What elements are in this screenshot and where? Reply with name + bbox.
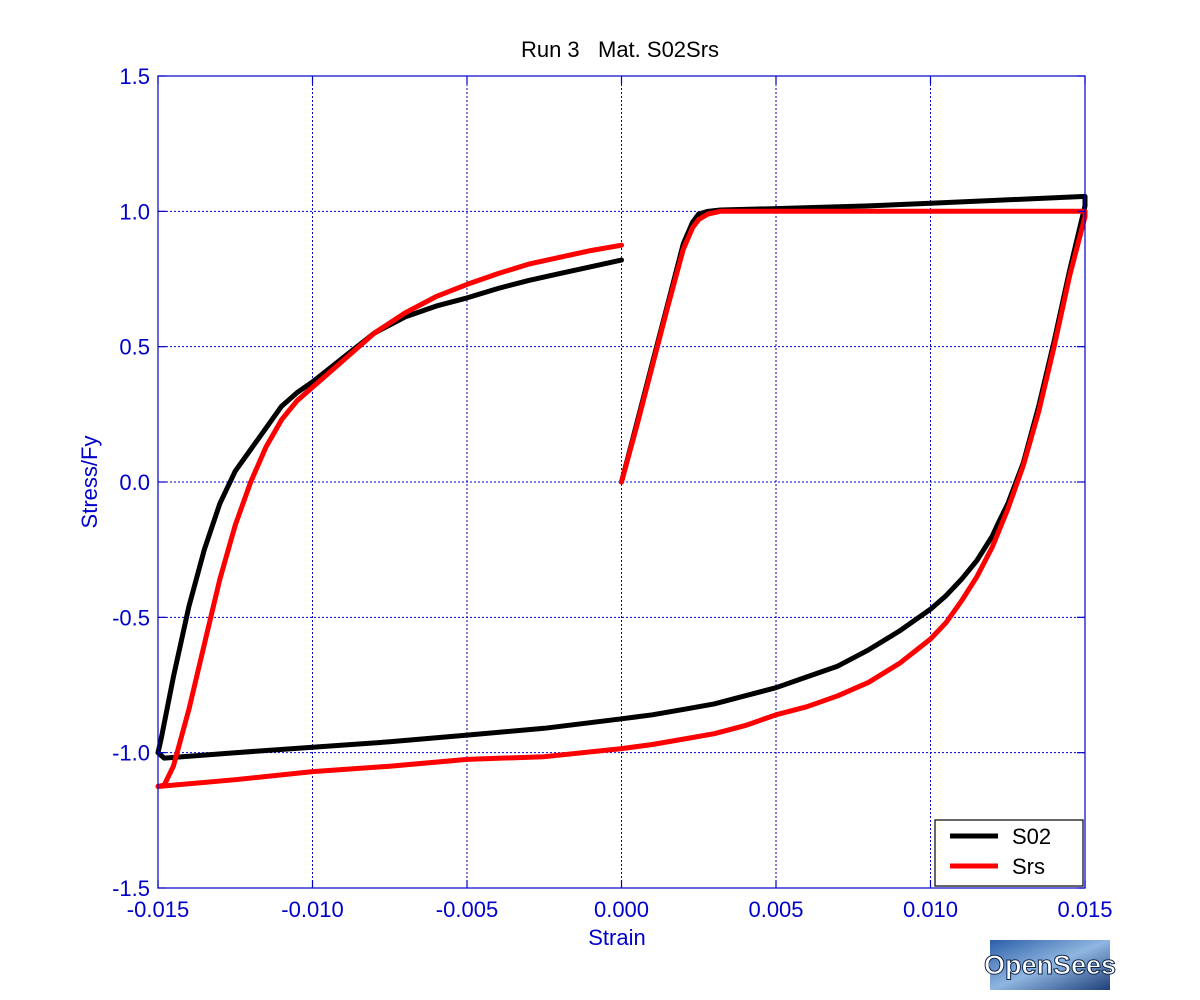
chart-title: Run 3 Mat. S02Srs [521,37,719,62]
x-tick-label: -0.015 [127,897,189,922]
logo-background [990,940,1110,990]
opensees-logo: OpenSees [983,940,1117,990]
y-tick-label: -1.5 [112,876,150,901]
legend-box [934,819,1084,887]
y-tick-label: 1.5 [119,64,150,89]
y-tick-label: -1.0 [112,741,150,766]
logo-text: OpenSees [984,950,1116,980]
x-tick-label: -0.010 [281,897,343,922]
legend-label-srs: Srs [1012,854,1045,879]
tick-labels: -0.015 -0.010 -0.005 0.000 0.005 0.010 0.015 -1… [112,64,1112,922]
y-tick-label: -0.5 [112,605,150,630]
y-tick-label: 1.0 [119,199,150,224]
y-axis-label: Stress/Fy [77,436,102,529]
x-tick-label: 0.005 [748,897,803,922]
legend-label-s02: S02 [1012,824,1051,849]
x-tick-label: 0.015 [1057,897,1112,922]
x-tick-label: 0.010 [903,897,958,922]
y-tick-label: 0.5 [119,335,150,360]
x-tick-label: 0.000 [594,897,649,922]
x-axis-label: Strain [588,925,645,950]
series-layer [155,193,1088,789]
y-tick-label: 0.0 [119,470,150,495]
x-tick-label: -0.005 [436,897,498,922]
series-line-s02 [155,193,1088,761]
legend: S02 Srs [934,819,1084,887]
series-line-srs [155,208,1088,789]
